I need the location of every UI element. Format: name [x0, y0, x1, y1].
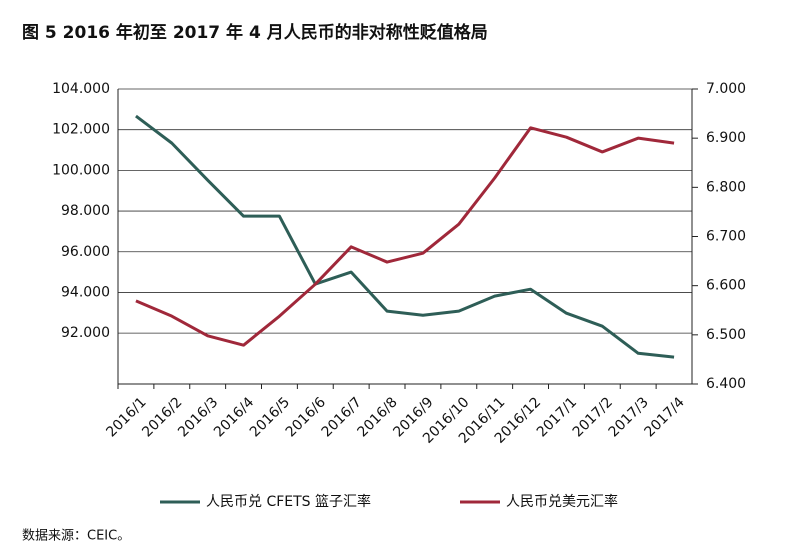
y-tick-label: 92.000: [61, 325, 110, 341]
y-tick-label: 98.000: [61, 203, 110, 219]
y2-tick-label: 6.600: [706, 278, 746, 294]
y2-tick-label: 6.700: [706, 229, 746, 245]
series-line: [135, 114, 675, 359]
y-tick-label: 96.000: [61, 244, 110, 260]
legend-label: 人民币兑 CFETS 篮子汇率: [206, 493, 371, 510]
y-tick-label: 100.000: [52, 162, 110, 178]
y2-tick-label: 6.900: [706, 130, 746, 146]
y-tick-label: 102.000: [52, 122, 110, 138]
x-tick-label: 2017/4: [642, 394, 688, 440]
y2-tick-label: 6.800: [706, 179, 746, 195]
y2-tick-label: 6.500: [706, 327, 746, 343]
y-tick-label: 104.000: [52, 81, 110, 97]
y2-tick-label: 6.400: [706, 376, 746, 392]
legend-label: 人民币兑美元汇率: [506, 493, 618, 510]
series-line: [135, 126, 675, 347]
chart-title: 图 5 2016 年初至 2017 年 4 月人民币的非对称性贬值格局: [22, 22, 488, 43]
y-tick-label: 94.000: [61, 284, 110, 300]
source-note: 数据来源：CEIC。: [22, 529, 130, 544]
y2-tick-label: 7.000: [706, 81, 746, 97]
